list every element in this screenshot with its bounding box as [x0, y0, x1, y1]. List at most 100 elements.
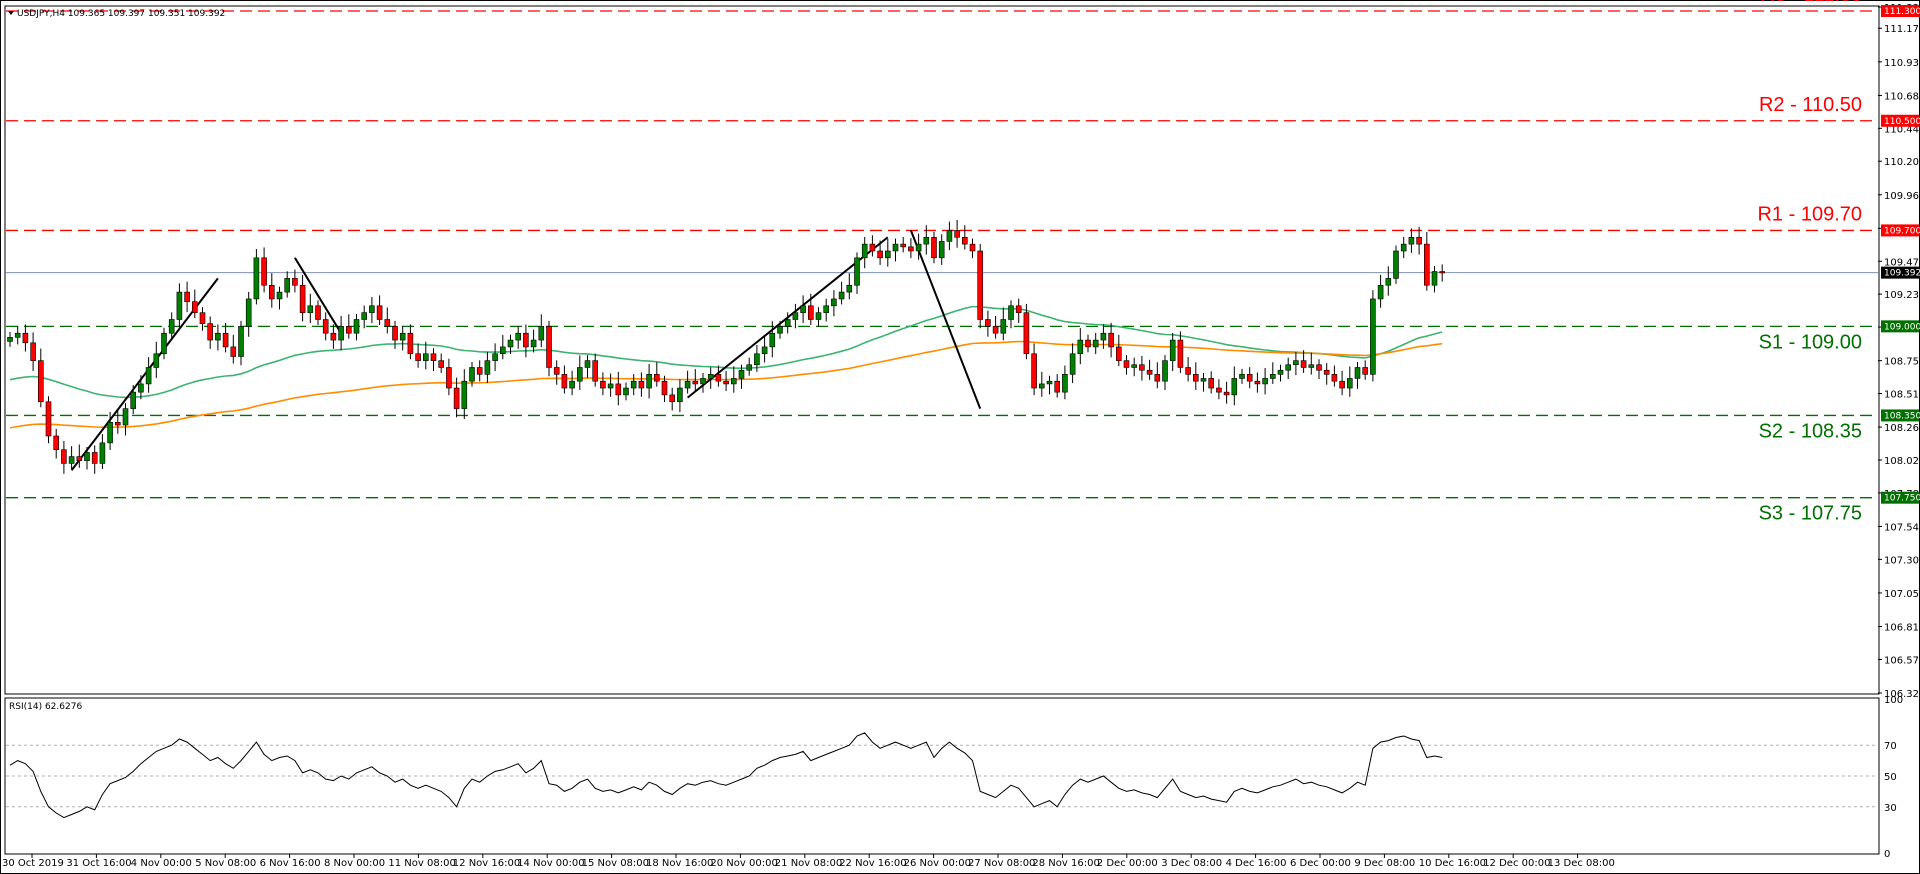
candle-body — [1216, 387, 1222, 393]
time-label-15: 27 Nov 08:00 — [968, 858, 1035, 869]
candle-body — [168, 319, 175, 334]
candle-body — [499, 346, 506, 355]
level-badge-text-2: 109.700 — [1884, 226, 1920, 236]
candle-body — [1239, 374, 1245, 379]
candle-body — [846, 284, 853, 293]
candle-body — [107, 422, 113, 444]
candle-body — [292, 278, 298, 286]
time-label-24: 13 Dec 08:00 — [1548, 858, 1615, 869]
candle-body — [1416, 236, 1422, 245]
time-label-21: 9 Dec 08:00 — [1354, 858, 1415, 869]
level-label-2: R1 - 109.70 — [1757, 203, 1862, 225]
candle-body — [838, 291, 845, 300]
candle-body — [908, 246, 914, 252]
levels-layer: R3 - 111.35 R2 - 110.50 R1 - 109.70 S1 - 10… — [6, 0, 1878, 525]
candle-body — [784, 319, 791, 327]
candle-body — [892, 243, 899, 252]
level-badge-text-4: 108.350 — [1884, 411, 1920, 421]
level-badge-text-5: 107.750 — [1884, 494, 1920, 504]
candle-body — [923, 236, 930, 245]
candle-body — [68, 456, 75, 464]
price-tick-9: 109.235 — [1884, 290, 1920, 301]
candle-body — [576, 367, 583, 382]
candle-body — [199, 312, 206, 324]
candle-body — [1039, 383, 1045, 389]
candle-body — [623, 387, 629, 396]
candle-body — [1054, 380, 1060, 393]
candle-body — [1262, 378, 1268, 385]
rsi-tick-2: 50 — [1884, 772, 1897, 783]
candle-body — [1277, 369, 1284, 375]
time-label-22: 10 Dec 16:00 — [1419, 858, 1486, 869]
candle-body — [1023, 312, 1030, 355]
price-tick-3: 110.685 — [1884, 91, 1920, 102]
candle-body — [584, 360, 591, 368]
candle-body — [1092, 339, 1099, 348]
level-label-5: S3 - 107.75 — [1759, 503, 1862, 525]
candle-body — [1146, 369, 1153, 375]
candle-body — [1154, 374, 1161, 382]
candle-body — [53, 435, 60, 451]
price-tick-13: 108.265 — [1884, 423, 1920, 434]
candle-body — [815, 312, 822, 320]
candle-body — [807, 305, 814, 320]
price-tick-17: 107.300 — [1884, 555, 1920, 566]
candle-body — [523, 332, 529, 348]
level-badge-text-0: 111.300 — [1884, 7, 1920, 17]
candle-body — [969, 243, 976, 252]
price-tick-11: 108.750 — [1884, 357, 1920, 368]
candle-body — [769, 332, 776, 348]
candle-body — [37, 360, 44, 403]
candle-body — [1169, 339, 1176, 361]
candle-body — [315, 305, 321, 320]
price-tick-21: 106.325 — [1884, 689, 1920, 700]
time-axis: 30 Oct 2019 31 Oct 16:00 4 Nov 00:00 5 Nov … — [2, 854, 1615, 869]
candle-body — [546, 326, 552, 368]
candle-body — [161, 332, 167, 355]
rsi-tick-1: 70 — [1884, 741, 1897, 752]
candle-body — [677, 387, 683, 403]
candle-body — [245, 298, 252, 327]
candle-body — [700, 378, 706, 385]
time-label-20: 6 Dec 00:00 — [1290, 858, 1351, 869]
candle-body — [84, 452, 90, 461]
candle-body — [1385, 278, 1392, 286]
candle-body — [145, 367, 152, 385]
candle-body — [7, 337, 13, 342]
candle-body — [1008, 305, 1014, 320]
candle-body — [754, 353, 760, 366]
price-tick-12: 108.510 — [1884, 390, 1920, 401]
candle-body — [322, 319, 329, 334]
dropdown-triangle-icon[interactable] — [8, 11, 14, 15]
candle-body — [399, 332, 406, 341]
candle-body — [230, 346, 237, 357]
candle-body — [446, 367, 452, 389]
candle-body — [76, 456, 83, 461]
candle-body — [215, 332, 221, 341]
candle-body — [61, 449, 67, 464]
candle-body — [1439, 271, 1445, 274]
candle-body — [515, 332, 522, 341]
candle-body — [492, 353, 498, 361]
rsi-panel-frame — [4, 697, 1880, 855]
candle-body — [877, 250, 883, 259]
candle-body — [261, 257, 267, 286]
candle-body — [14, 332, 21, 338]
candle-body — [961, 236, 968, 245]
candle-body — [138, 383, 144, 393]
candle-body — [361, 312, 368, 320]
time-label-7: 12 Nov 16:00 — [453, 858, 520, 869]
level-badge-text-3: 109.000 — [1884, 322, 1920, 332]
candle-body — [1069, 353, 1076, 375]
candle-body — [692, 380, 699, 385]
candle-body — [1116, 346, 1122, 361]
candle-body — [353, 319, 360, 334]
candle-body — [122, 408, 129, 426]
candle-body — [592, 360, 599, 382]
price-tick-2: 110.930 — [1884, 58, 1920, 69]
candle-body — [831, 298, 837, 307]
candle-body — [1408, 236, 1415, 245]
time-label-10: 18 Nov 16:00 — [646, 858, 713, 869]
candle-body — [1185, 367, 1191, 375]
